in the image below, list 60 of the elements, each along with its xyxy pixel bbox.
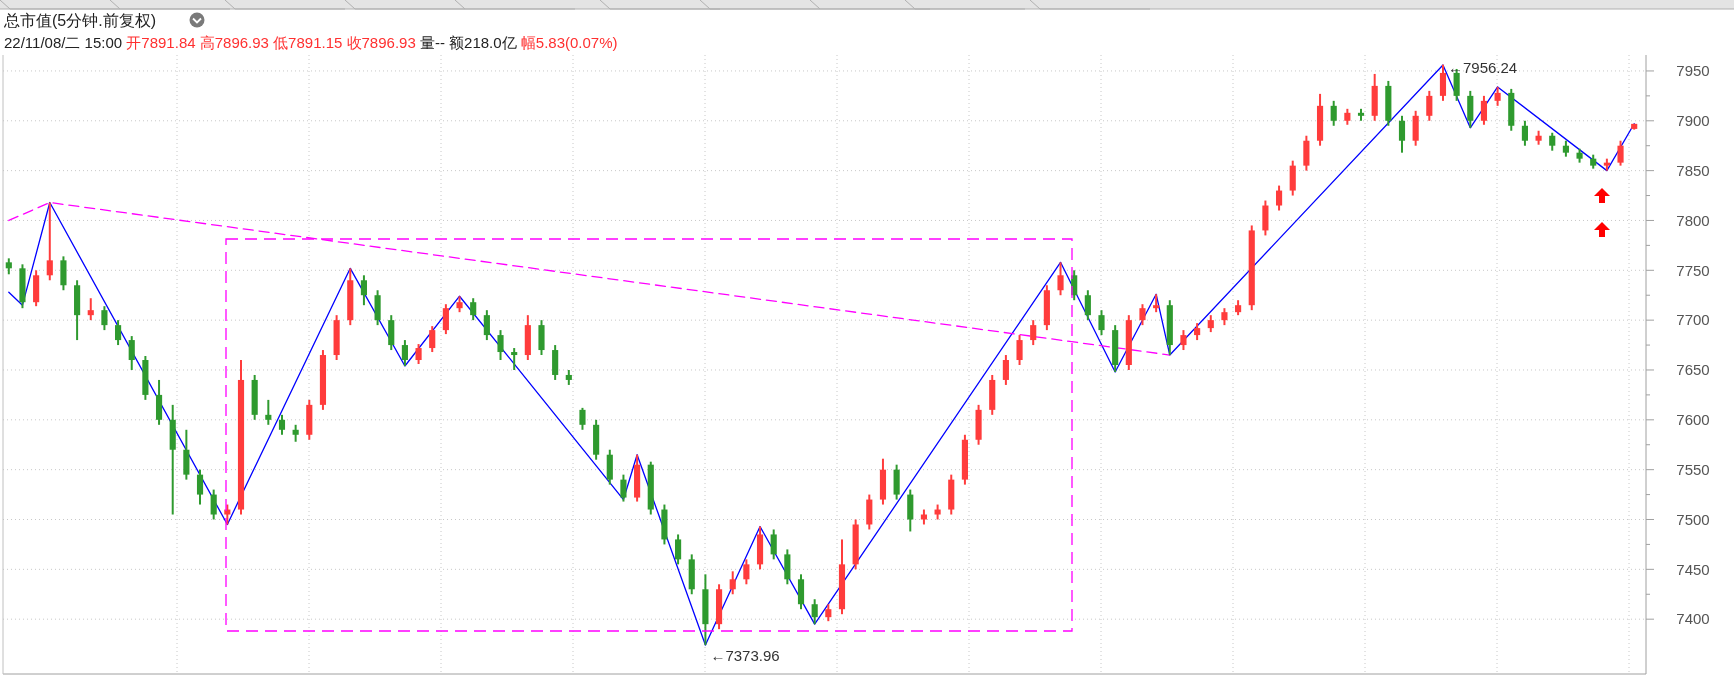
candlestick — [278, 413, 286, 436]
candlestick — [770, 528, 777, 561]
candlestick — [1439, 63, 1447, 102]
candlestick — [1016, 334, 1023, 366]
candlestick — [620, 473, 627, 503]
candlestick — [1180, 329, 1187, 352]
candlestick — [497, 329, 504, 362]
text: 22/11/08/二 15:00 开7891.84 高7896.93 低7891.15 收7896.93 量-- 额218.0亿 幅5.83(0.07%) — [4, 34, 618, 51]
candlestick — [415, 343, 422, 365]
candlestick — [1617, 139, 1624, 167]
candlestick — [675, 533, 682, 566]
candlestick — [579, 406, 586, 431]
candlestick — [46, 201, 53, 282]
candlestick — [483, 309, 490, 342]
candlestick — [1057, 261, 1064, 297]
y-tick-label: 7700 — [1676, 311, 1710, 329]
candlestick — [429, 325, 436, 354]
line-series — [8, 64, 1635, 646]
candlestick — [1098, 309, 1105, 337]
candlestick — [196, 468, 204, 506]
y-tick-label: 7750 — [1676, 261, 1710, 279]
candlestick — [1480, 94, 1488, 126]
y-tick-label: 7600 — [1676, 411, 1710, 429]
candlestick — [729, 570, 736, 596]
candlestick — [1084, 289, 1091, 322]
candlestick — [470, 297, 477, 322]
candlestick — [128, 335, 135, 371]
y-tick-label: 7450 — [1676, 560, 1710, 578]
y-tick-label: 7500 — [1676, 510, 1710, 528]
candlestick — [1002, 354, 1009, 386]
candlestick — [101, 305, 108, 332]
candlestick — [1275, 184, 1283, 212]
candlestick — [511, 347, 518, 371]
candlestick — [1426, 89, 1433, 122]
candlestick — [442, 303, 449, 336]
candlestick — [265, 398, 272, 426]
candlestick — [1330, 99, 1337, 127]
chart-title: 总市值(5分钟.前复权) — [3, 12, 156, 29]
candlestick — [811, 598, 818, 626]
candlestick — [1521, 119, 1528, 147]
candlestick — [1398, 114, 1406, 154]
y-tick-label: 7550 — [1676, 460, 1710, 478]
y-tick-label: 7650 — [1676, 361, 1710, 379]
annotation: ←7956.24 — [1447, 58, 1518, 76]
y-tick-label: 7900 — [1676, 112, 1710, 130]
candlestick — [743, 558, 750, 586]
y-tick-label: 7950 — [1676, 62, 1710, 80]
y-tick-label: 7850 — [1676, 161, 1710, 179]
y-tick-label: 7800 — [1676, 211, 1710, 229]
candlestick — [224, 503, 231, 526]
annotation: ←7373.96 — [710, 647, 780, 665]
candlestick — [401, 339, 408, 367]
candlestick — [87, 297, 94, 322]
candlestick — [360, 274, 368, 307]
candlestick — [210, 488, 217, 521]
candlestick — [115, 319, 122, 347]
candlestick — [1494, 85, 1501, 107]
y-tick-label: 7400 — [1676, 610, 1710, 628]
candlestick — [1139, 303, 1146, 327]
candlestick — [1030, 319, 1037, 347]
